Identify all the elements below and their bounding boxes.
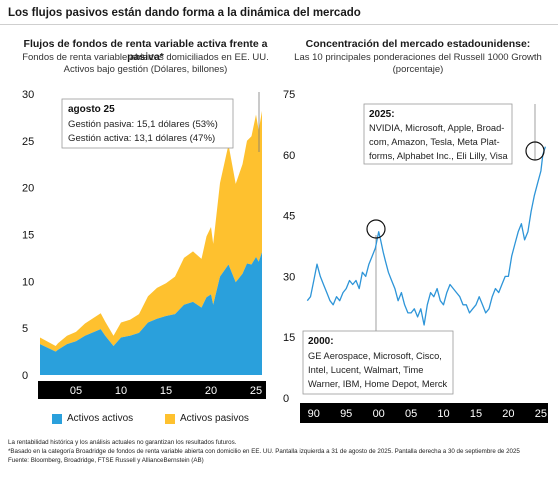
right-chart-subtitle-1: Las 10 principales ponderaciones del Rus… — [294, 52, 542, 63]
box-2000: 2000: GE Aerospace, Microsoft, Cisco, In… — [302, 330, 454, 395]
footnote-source: Fuente: Bloomberg, Broadridge, FTSE Russ… — [8, 457, 204, 464]
box-2025: 2025: NVIDIA, Microsoft, Apple, Broad- c… — [363, 103, 513, 165]
right-chart-subtitle-2: (porcentaje) — [392, 64, 444, 75]
annotation-active: Gestión activa: 13,1 dólares (47%) — [68, 133, 215, 144]
left-y-tick-label: 15 — [22, 230, 34, 242]
right-y-tick-label: 75 — [283, 89, 295, 101]
annotation-heading: agosto 25 — [68, 104, 115, 115]
left-y-tick-label: 0 — [22, 370, 28, 382]
legend-swatch-active — [52, 413, 62, 424]
right-x-tick-label: 25 — [535, 408, 547, 420]
annotation-frame — [61, 98, 234, 149]
right-x-tick-label: 90 — [308, 408, 320, 420]
box-2025-heading: 2025: — [369, 109, 395, 120]
right-y-tick-label: 45 — [283, 211, 295, 223]
right-x-tick-label: 95 — [340, 408, 352, 420]
left-y-tick-label: 20 — [22, 183, 34, 195]
legend-label-active: Activos activos — [67, 413, 134, 424]
right-y-tick-label: 60 — [283, 150, 295, 162]
box-2000-heading: 2000: — [308, 336, 334, 347]
right-y-ticks: 0 15 30 45 60 75 — [283, 89, 295, 405]
left-x-axis-band — [38, 381, 266, 399]
right-x-tick-label: 00 — [373, 408, 385, 420]
left-y-tick-label: 25 — [22, 136, 34, 148]
right-x-tick-label: 05 — [405, 408, 417, 420]
right-x-tick-label: 10 — [437, 408, 449, 420]
box-2025-line: com, Amazon, Tesla, Meta Plat- — [369, 137, 500, 147]
box-2025-frame — [363, 103, 513, 165]
box-2025-line: NVIDIA, Microsoft, Apple, Broad- — [369, 123, 504, 133]
left-x-tick-label: 25 — [250, 385, 262, 397]
right-x-tick-label: 20 — [502, 408, 514, 420]
left-chart-subtitle-2: Activos bajo gestión (Dólares, billones) — [63, 64, 228, 75]
left-x-tick-label: 15 — [160, 385, 172, 397]
marker-2000-circle — [366, 219, 386, 239]
box-2000-frame — [302, 330, 454, 395]
passive-assets-area — [40, 110, 262, 352]
left-area-chart — [40, 110, 262, 375]
left-y-tick-label: 30 — [22, 89, 34, 101]
right-chart-title: Concentración del mercado estadounidense… — [305, 38, 531, 50]
left-annotation-box: agosto 25 Gestión pasiva: 15,1 dólares (… — [61, 92, 260, 152]
left-x-tick-label: 20 — [205, 385, 217, 397]
marker-2025-circle — [525, 141, 545, 161]
legend-swatch-passive — [165, 413, 175, 424]
title-divider — [0, 24, 558, 25]
right-y-tick-label: 30 — [283, 271, 295, 283]
right-line-series — [306, 146, 547, 326]
box-2000-line: Warner, IBM, Home Depot, Merck — [308, 379, 447, 389]
legend-item-passive: Activos pasivos — [165, 413, 249, 424]
right-x-axis-band — [300, 403, 548, 423]
footnote-disclaimer: La rentabilidad histórica y los análisis… — [8, 439, 237, 446]
left-chart-subtitle-1: Fondos de renta variable abiertos domici… — [22, 52, 269, 63]
left-chart-title: Flujos de fondos de renta variable activ… — [23, 38, 268, 63]
box-2000-line: Intel, Lucent, Walmart, Time — [308, 365, 423, 375]
left-y-tick-label: 10 — [22, 276, 34, 288]
right-y-tick-label: 0 — [283, 393, 289, 405]
left-x-tick-label: 05 — [70, 385, 82, 397]
legend-label-passive: Activos pasivos — [180, 413, 249, 424]
page-title: Los flujos pasivos están dando forma a l… — [8, 7, 361, 19]
annotation-passive: Gestión pasiva: 15,1 dólares (53%) — [68, 119, 218, 130]
left-x-tick-label: 10 — [115, 385, 127, 397]
box-2000-line: GE Aerospace, Microsoft, Cisco, — [308, 351, 442, 361]
box-2025-line: forms, Alphabet Inc., Eli Lilly, Visa — [369, 151, 508, 161]
left-x-ticks: 05 10 15 20 25 — [70, 385, 262, 397]
right-x-ticks: 90 95 00 05 10 15 20 25 — [308, 408, 547, 420]
right-y-tick-label: 15 — [283, 332, 295, 344]
footnote-basis: *Basado en la categoría Broadridge de fo… — [8, 448, 520, 455]
legend-item-active: Activos activos — [52, 413, 133, 424]
active-assets-area — [40, 252, 262, 375]
left-y-tick-label: 5 — [22, 323, 28, 335]
right-x-tick-label: 15 — [470, 408, 482, 420]
left-y-ticks: 0 5 10 15 20 25 30 — [22, 89, 34, 382]
